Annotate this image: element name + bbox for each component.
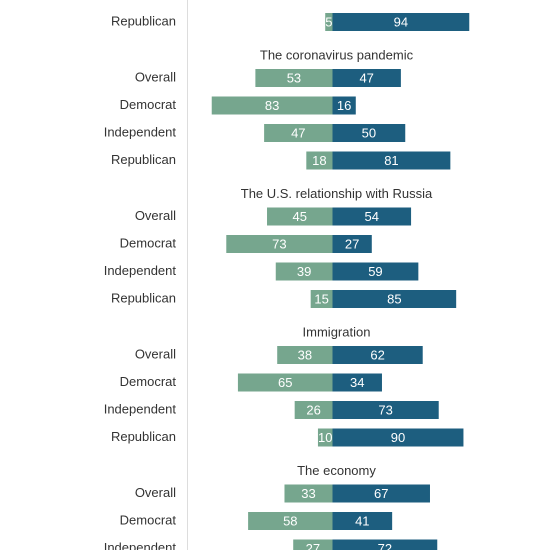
value-label: 65 xyxy=(278,375,292,390)
row-label: Independent xyxy=(104,263,177,278)
bar-left xyxy=(211,96,333,115)
value-label: 72 xyxy=(378,541,392,550)
bar-left xyxy=(294,401,333,419)
bar-left xyxy=(306,151,333,170)
value-label: 27 xyxy=(306,541,320,550)
bar-left xyxy=(277,346,333,364)
bar-right xyxy=(332,539,438,550)
value-label: 38 xyxy=(298,347,312,362)
bar-left xyxy=(275,262,333,281)
row-label: Independent xyxy=(104,124,177,139)
bar-left xyxy=(317,428,333,447)
bar-right xyxy=(332,235,372,253)
bar-right xyxy=(332,96,356,115)
value-label: 45 xyxy=(293,209,307,224)
bar-right xyxy=(332,428,464,447)
row-label: Republican xyxy=(111,13,176,28)
value-label: 58 xyxy=(283,513,297,528)
bar-left xyxy=(293,539,333,550)
value-label: 81 xyxy=(384,153,398,168)
value-label: 26 xyxy=(306,402,320,417)
row-label: Overall xyxy=(135,69,176,84)
bar-left xyxy=(264,124,333,142)
value-label: 59 xyxy=(368,264,382,279)
bar-right xyxy=(332,373,382,392)
bar-right xyxy=(332,151,451,170)
value-label: 62 xyxy=(370,347,384,362)
bar-left xyxy=(226,235,333,253)
row-label: Democrat xyxy=(120,97,177,112)
group-title: The U.S. relationship with Russia xyxy=(241,186,433,201)
bar-left xyxy=(267,207,333,226)
value-label: 34 xyxy=(350,375,364,390)
value-label: 53 xyxy=(287,70,301,85)
value-label: 67 xyxy=(374,486,388,501)
bar-right xyxy=(332,512,393,530)
value-label: 10 xyxy=(318,430,332,445)
row-label: Republican xyxy=(111,429,176,444)
value-label: 83 xyxy=(265,98,279,113)
bar-left xyxy=(248,512,333,530)
row-label: Republican xyxy=(111,290,176,305)
value-label: 90 xyxy=(391,430,405,445)
bar-left xyxy=(237,373,333,392)
value-label: 85 xyxy=(387,291,401,306)
value-label: 33 xyxy=(301,486,315,501)
row-label: Democrat xyxy=(120,512,177,527)
value-label: 50 xyxy=(362,125,376,140)
group-title: The coronavirus pandemic xyxy=(260,47,414,62)
bar-right xyxy=(332,290,457,308)
bar-right xyxy=(332,346,423,364)
row-label: Republican xyxy=(111,152,176,167)
value-label: 5 xyxy=(325,14,332,29)
value-label: 16 xyxy=(337,98,351,113)
bar-left xyxy=(310,290,333,308)
bar-right xyxy=(332,124,406,142)
bar-right xyxy=(332,484,430,503)
row-label: Overall xyxy=(135,485,176,500)
group-title: The economy xyxy=(297,463,376,478)
value-label: 47 xyxy=(359,70,373,85)
row-label: Democrat xyxy=(120,235,177,250)
row-label: Independent xyxy=(104,540,177,550)
value-label: 15 xyxy=(314,291,328,306)
bar-right xyxy=(332,401,439,419)
bar-right xyxy=(332,13,470,31)
value-label: 73 xyxy=(378,402,392,417)
value-label: 94 xyxy=(394,14,408,29)
value-label: 41 xyxy=(355,513,369,528)
bar-left xyxy=(284,484,333,503)
value-label: 27 xyxy=(345,236,359,251)
bar-right xyxy=(332,207,412,226)
value-label: 39 xyxy=(297,264,311,279)
value-label: 54 xyxy=(365,209,379,224)
row-label: Independent xyxy=(104,401,177,416)
bar-left xyxy=(255,69,333,87)
row-label: Democrat xyxy=(120,374,177,389)
group-title: Immigration xyxy=(303,324,371,339)
value-label: 18 xyxy=(312,153,326,168)
bar-left xyxy=(325,13,333,31)
row-label: Overall xyxy=(135,346,176,361)
bar-right xyxy=(332,69,401,87)
row-label: Overall xyxy=(135,208,176,223)
value-label: 47 xyxy=(291,125,305,140)
bar-right xyxy=(332,262,419,281)
value-label: 73 xyxy=(272,236,286,251)
